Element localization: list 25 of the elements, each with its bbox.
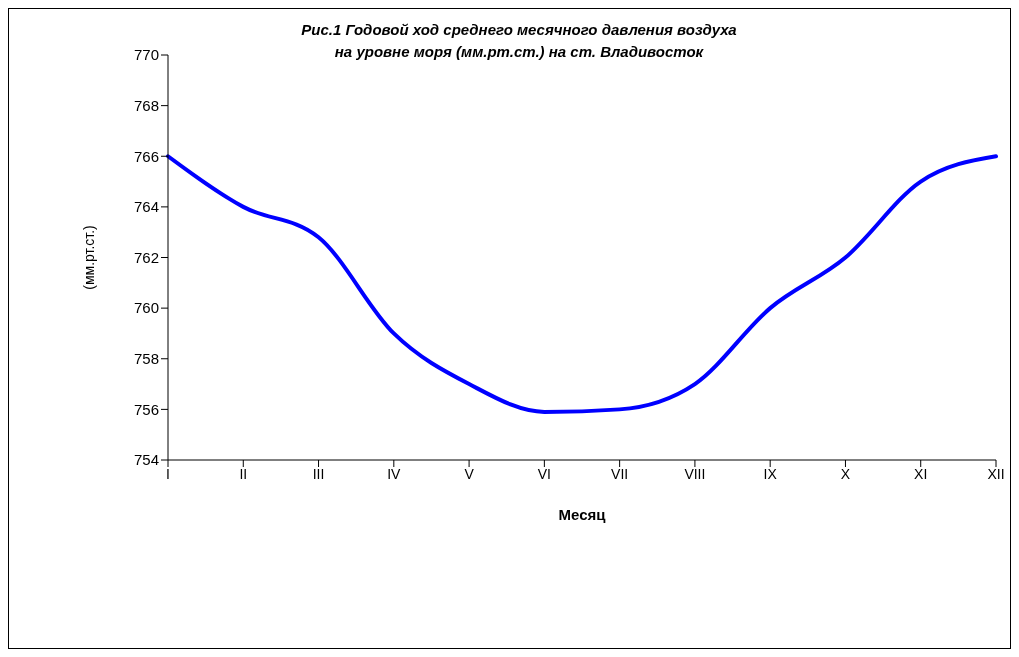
x-tick-label: IV	[387, 465, 402, 482]
y-tick-label: 754	[133, 451, 159, 469]
x-tick-label: III	[312, 465, 325, 482]
y-tick-label: 760	[133, 299, 159, 317]
x-tick-label: XII	[987, 465, 1005, 482]
x-tick-label: V	[464, 465, 475, 482]
y-axis-title: (мм.рт.ст.)	[80, 225, 97, 290]
x-axis-title: Месяц	[558, 506, 607, 523]
x-tick-label: IX	[763, 465, 778, 482]
x-tick-label: VI	[537, 465, 551, 482]
x-tick-label: XI	[914, 465, 928, 482]
line-series	[166, 154, 998, 414]
x-tick-label: VIII	[684, 465, 706, 482]
y-tick-label: 770	[133, 46, 159, 64]
y-tick-label: 766	[133, 147, 159, 165]
chart-title: Рис.1 Годовой ход среднего месячного давления воздуха на уровне моря (мм.рт.ст.) на ст. Владивосток	[300, 20, 738, 62]
y-tick-label: 762	[133, 248, 159, 266]
x-tick-label: II	[239, 465, 248, 482]
x-tick-label: X	[840, 465, 851, 482]
y-tick-label: 768	[133, 96, 159, 114]
y-tick-label: 756	[133, 400, 159, 418]
y-tick-label: 764	[133, 198, 159, 216]
x-tick-label: VII	[611, 465, 629, 482]
y-tick-label: 758	[133, 350, 159, 368]
x-tick-label: I	[166, 465, 170, 482]
